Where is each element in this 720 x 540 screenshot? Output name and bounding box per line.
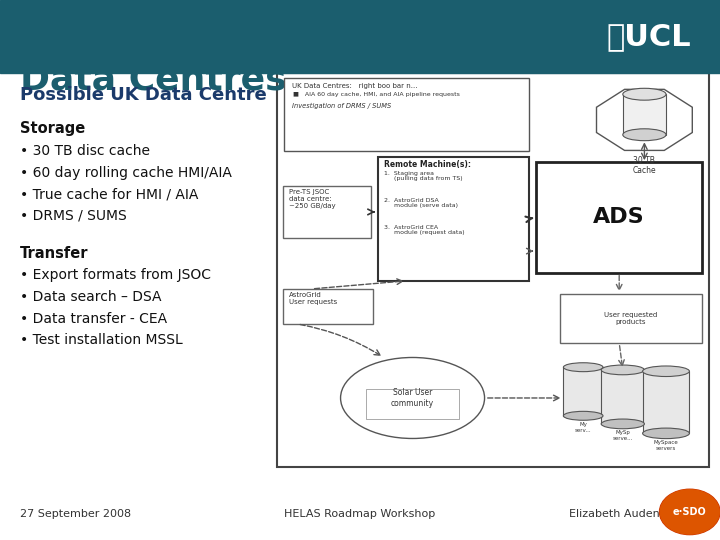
Bar: [536, 162, 702, 273]
Bar: [366, 389, 459, 419]
Text: Elizabeth Auden: Elizabeth Auden: [569, 509, 660, 519]
Text: • Data transfer - CEA: • Data transfer - CEA: [20, 312, 167, 326]
Ellipse shape: [341, 357, 485, 438]
Text: AstroGrid
User requests: AstroGrid User requests: [289, 292, 337, 305]
Bar: [601, 370, 644, 424]
Text: Transfer: Transfer: [20, 246, 89, 261]
Ellipse shape: [643, 366, 690, 376]
Circle shape: [660, 489, 720, 535]
Ellipse shape: [623, 88, 666, 100]
Ellipse shape: [601, 419, 644, 429]
Text: 2.  AstroGrid DSA
     module (serve data): 2. AstroGrid DSA module (serve data): [384, 198, 458, 208]
Bar: [378, 157, 529, 281]
Text: User requested
products: User requested products: [605, 312, 657, 325]
Text: 30 TB
Cache: 30 TB Cache: [633, 156, 656, 175]
Bar: [284, 78, 529, 151]
Ellipse shape: [564, 363, 603, 372]
Text: e·SDO: e·SDO: [673, 507, 706, 517]
Text: • True cache for HMI / AIA: • True cache for HMI / AIA: [20, 187, 199, 201]
Bar: [643, 372, 690, 433]
Text: Pre-TS JSOC
data centre:
~250 GB/day: Pre-TS JSOC data centre: ~250 GB/day: [289, 189, 336, 209]
Text: Possible UK Data Centre: Possible UK Data Centre: [20, 86, 267, 104]
Bar: [623, 94, 666, 134]
Bar: [283, 289, 373, 324]
Text: ⛄UCL: ⛄UCL: [606, 22, 691, 51]
Ellipse shape: [564, 411, 603, 420]
Text: 1.  Staging area
     (pulling data from TS): 1. Staging area (pulling data from TS): [384, 171, 462, 181]
Text: • 30 TB disc cache: • 30 TB disc cache: [20, 144, 150, 158]
Text: 27 September 2008: 27 September 2008: [20, 509, 131, 519]
Text: 3.  AstroGrid CEA
     module (request data): 3. AstroGrid CEA module (request data): [384, 225, 464, 235]
Ellipse shape: [643, 428, 690, 438]
Text: My
serv...: My serv...: [575, 422, 592, 433]
Text: Solar User
community: Solar User community: [391, 388, 434, 408]
Text: HELAS Roadmap Workshop: HELAS Roadmap Workshop: [284, 509, 436, 519]
Bar: [277, 73, 709, 467]
Ellipse shape: [601, 365, 644, 375]
Polygon shape: [596, 89, 693, 151]
Bar: [283, 186, 371, 238]
Bar: [0, 0, 720, 73]
Text: Storage: Storage: [20, 122, 86, 137]
Circle shape: [660, 490, 719, 534]
Text: MySp
serve...: MySp serve...: [613, 430, 633, 441]
Text: Remote Machine(s):: Remote Machine(s):: [384, 160, 471, 169]
Text: MySpace
servers: MySpace servers: [654, 440, 678, 450]
Text: • 60 day rolling cache HMI/AIA: • 60 day rolling cache HMI/AIA: [20, 166, 232, 180]
Text: ADS: ADS: [593, 207, 645, 227]
Text: UK Data Centres:   right boo bar n...: UK Data Centres: right boo bar n...: [292, 83, 417, 89]
Text: • DRMS / SUMS: • DRMS / SUMS: [20, 209, 127, 223]
Bar: [564, 367, 603, 416]
Text: Data Centres: Data Centres: [20, 62, 287, 96]
Text: ■   AIA 60 day cache, HMI, and AIA pipeline requests: ■ AIA 60 day cache, HMI, and AIA pipelin…: [293, 92, 460, 97]
Bar: [560, 294, 702, 343]
Ellipse shape: [623, 129, 666, 140]
Text: • Export formats from JSOC: • Export formats from JSOC: [20, 268, 211, 282]
Text: • Test installation MSSL: • Test installation MSSL: [20, 333, 183, 347]
Text: • Data search – DSA: • Data search – DSA: [20, 290, 162, 304]
Text: Investigation of DRMS / SUMS: Investigation of DRMS / SUMS: [292, 103, 391, 109]
